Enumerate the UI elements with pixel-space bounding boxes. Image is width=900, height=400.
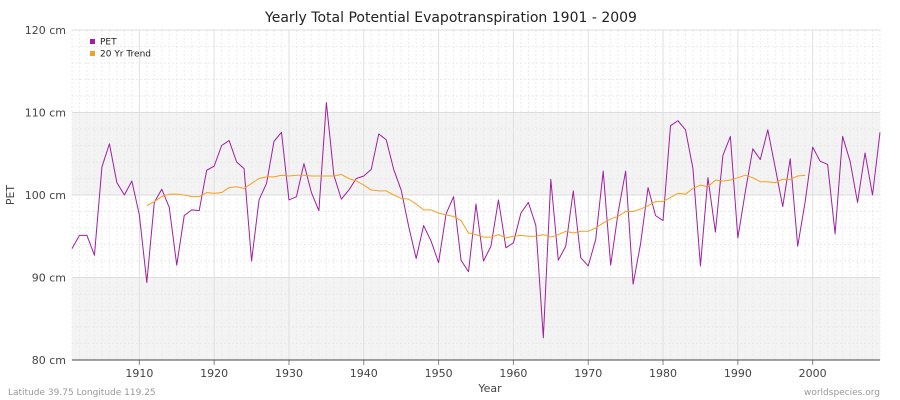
footer-location: Latitude 39.75 Longitude 119.25 [8, 388, 156, 398]
series-layer [71, 102, 881, 339]
x-tick-label: 1950 [425, 367, 453, 380]
x-tick-label: 1990 [724, 367, 752, 380]
pet-series-line [71, 102, 881, 339]
legend-swatch-trend [90, 51, 95, 56]
chart-title: Yearly Total Potential Evapotranspiratio… [264, 10, 637, 26]
y-axis-label: PET [4, 185, 17, 206]
y-tick-label: 80 cm [32, 354, 66, 367]
grid-lines [71, 29, 881, 361]
y-tick-label: 100 cm [25, 189, 66, 202]
legend-label-pet: PET [100, 38, 117, 48]
legend: PET 20 Yr Trend [90, 38, 151, 60]
footer-credit: worldspecies.org [804, 388, 880, 398]
x-tick-label: 1910 [125, 367, 153, 380]
x-tick-label: 1980 [649, 367, 677, 380]
y-tick-label: 120 cm [25, 24, 66, 37]
x-tick-label: 1930 [275, 367, 303, 380]
x-tick-label: 1960 [499, 367, 527, 380]
y-tick-label: 110 cm [25, 107, 66, 120]
trend-series-line [146, 173, 806, 239]
y-tick-label: 90 cm [32, 272, 66, 285]
x-tick-label: 1940 [350, 367, 378, 380]
x-tick-label: 2000 [799, 367, 827, 380]
y-axis-ticks: 80 cm 90 cm 100 cm 110 cm 120 cm [25, 24, 66, 367]
x-axis-label: Year [477, 382, 502, 395]
x-tick-label: 1920 [200, 367, 228, 380]
legend-label-trend: 20 Yr Trend [100, 50, 151, 60]
x-tick-label: 1970 [574, 367, 602, 380]
legend-swatch-pet [90, 39, 95, 44]
x-axis-ticks: 1910 1920 1930 1940 1950 1960 1970 1980 1990 2000 [125, 360, 827, 380]
